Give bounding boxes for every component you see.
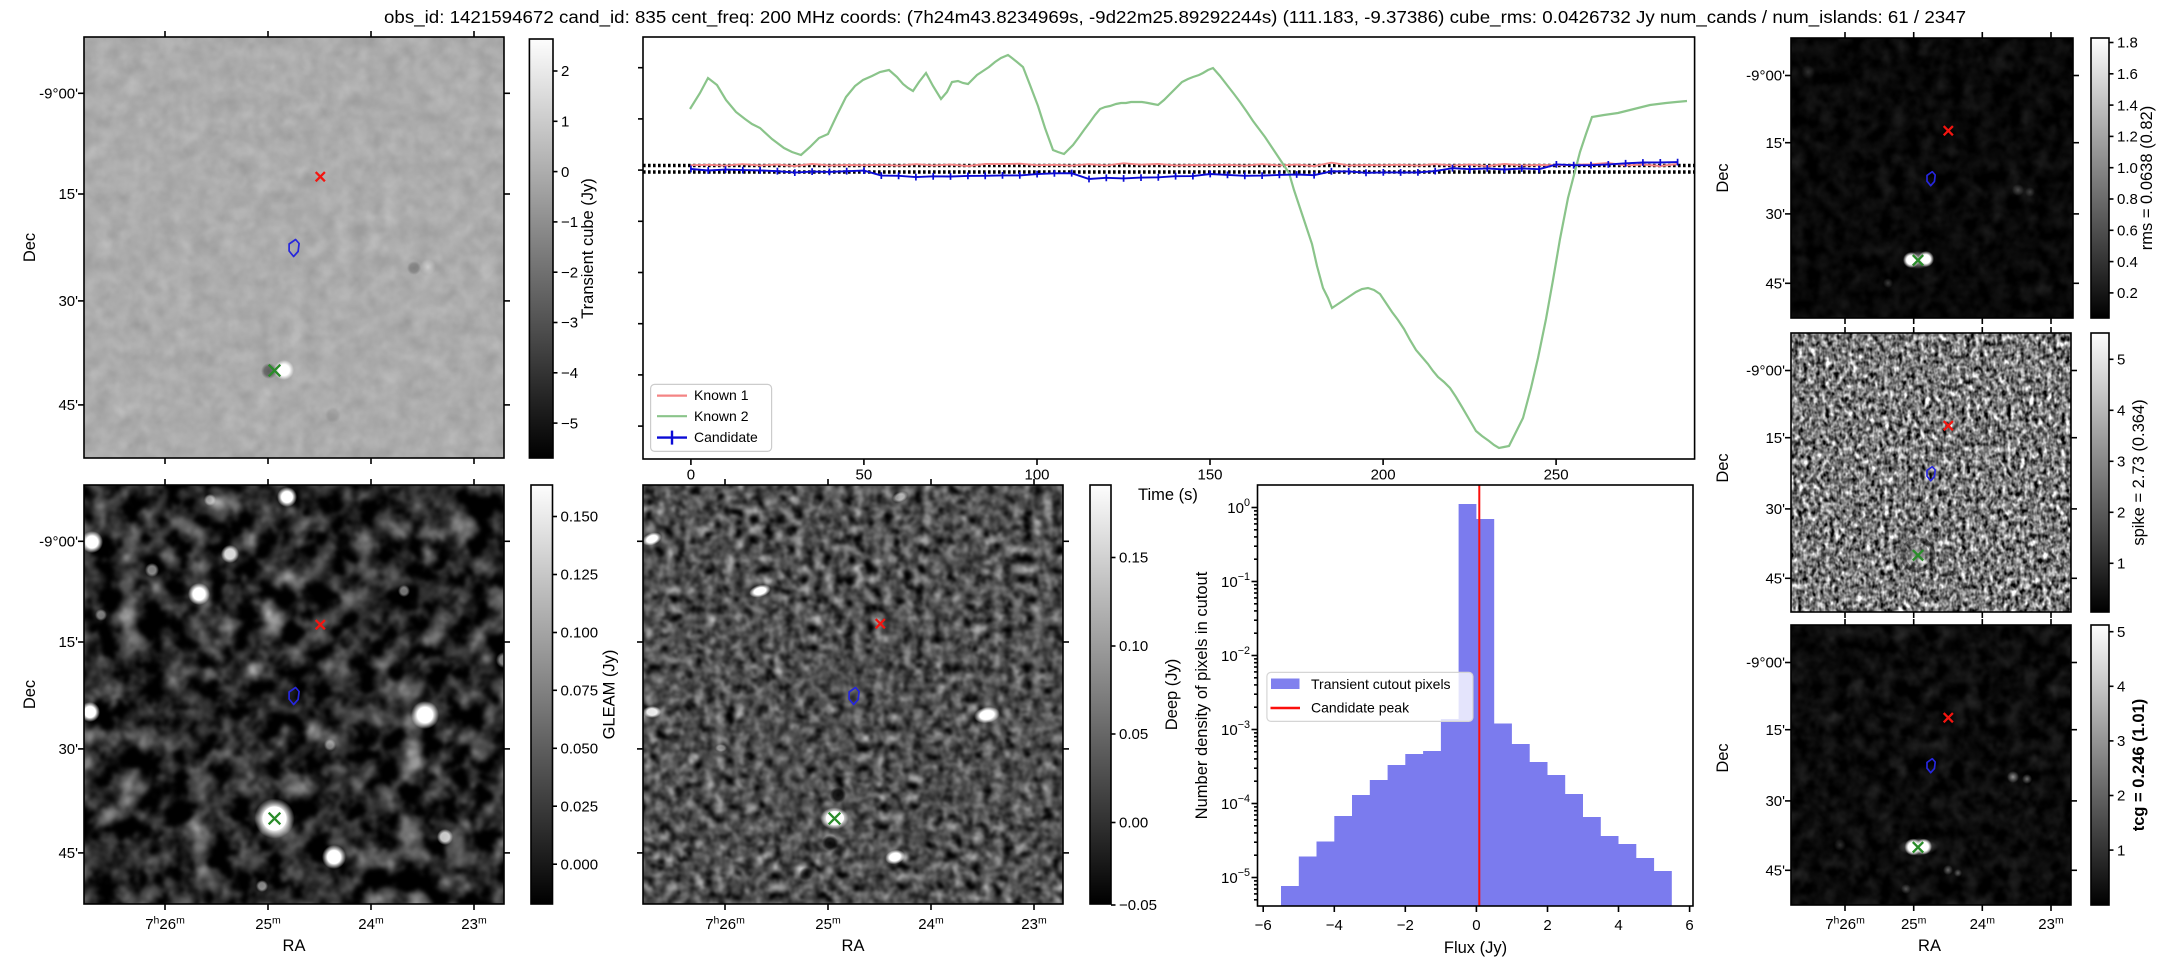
svg-text:0: 0 <box>1472 917 1480 934</box>
svg-text:250: 250 <box>1544 467 1569 484</box>
svg-text:4: 4 <box>2117 679 2125 696</box>
svg-text:0: 0 <box>687 467 695 484</box>
svg-text:Candidate peak: Candidate peak <box>1311 700 1410 716</box>
svg-text:Transient cube (Jy): Transient cube (Jy) <box>579 178 597 319</box>
svg-text:-9°00': -9°00' <box>1746 68 1785 85</box>
svg-text:0.6: 0.6 <box>2117 223 2138 240</box>
svg-text:200: 200 <box>1371 467 1396 484</box>
svg-text:1.6: 1.6 <box>2117 66 2138 83</box>
svg-text:Known 2: Known 2 <box>694 408 749 424</box>
svg-text:Dec: Dec <box>1714 453 1732 482</box>
svg-text:−3: −3 <box>561 315 578 332</box>
svg-text:Dec: Dec <box>1714 163 1732 192</box>
svg-text:6: 6 <box>1685 917 1693 934</box>
svg-text:Known 1: Known 1 <box>694 387 749 403</box>
svg-text:4: 4 <box>1614 917 1622 934</box>
svg-text:0.150: 0.150 <box>561 509 599 526</box>
svg-text:30': 30' <box>58 293 78 310</box>
svg-text:30': 30' <box>1765 206 1785 223</box>
svg-text:30': 30' <box>58 741 78 758</box>
svg-text:3: 3 <box>2117 733 2125 750</box>
svg-text:RA: RA <box>842 937 865 955</box>
svg-text:Time (s): Time (s) <box>1138 486 1198 504</box>
svg-text:−2: −2 <box>561 264 578 281</box>
svg-text:0.4: 0.4 <box>2117 254 2138 271</box>
svg-text:0.8: 0.8 <box>2117 191 2138 208</box>
svg-text:45': 45' <box>58 845 78 862</box>
svg-text:15': 15' <box>58 634 78 651</box>
svg-text:1: 1 <box>2117 842 2125 859</box>
svg-text:obs_id: 1421594672 cand_id: 83: obs_id: 1421594672 cand_id: 835 cent_fre… <box>384 7 1966 28</box>
svg-text:Candidate: Candidate <box>694 429 758 445</box>
svg-text:0.025: 0.025 <box>561 798 599 815</box>
svg-text:50: 50 <box>856 467 873 484</box>
svg-text:30': 30' <box>1765 793 1785 810</box>
svg-text:-9°00': -9°00' <box>39 534 78 551</box>
svg-text:−5: −5 <box>561 415 578 432</box>
svg-text:Number density of pixels in cu: Number density of pixels in cutout <box>1193 571 1211 819</box>
svg-text:-9°00': -9°00' <box>1746 363 1785 380</box>
svg-text:2: 2 <box>561 63 569 80</box>
svg-text:rms = 0.0638 (0.82): rms = 0.0638 (0.82) <box>2138 106 2156 250</box>
svg-text:−4: −4 <box>1326 917 1343 934</box>
svg-text:Transient cutout pixels: Transient cutout pixels <box>1311 676 1451 692</box>
svg-text:Deep (Jy): Deep (Jy) <box>1163 659 1181 731</box>
svg-text:0.10: 0.10 <box>1119 638 1148 655</box>
svg-text:1.0: 1.0 <box>2117 160 2138 177</box>
svg-text:GLEAM (Jy): GLEAM (Jy) <box>601 650 619 740</box>
svg-text:spike = 2.73 (0.364): spike = 2.73 (0.364) <box>2130 399 2148 545</box>
svg-text:-9°00': -9°00' <box>1746 655 1785 672</box>
svg-text:RA: RA <box>283 937 306 955</box>
svg-text:15': 15' <box>1765 135 1785 152</box>
svg-text:1.2: 1.2 <box>2117 129 2138 146</box>
svg-text:0.000: 0.000 <box>561 856 599 873</box>
svg-text:5: 5 <box>2117 624 2125 641</box>
svg-text:150: 150 <box>1197 467 1222 484</box>
svg-text:0.100: 0.100 <box>561 625 599 642</box>
svg-text:45': 45' <box>1765 571 1785 588</box>
svg-text:3: 3 <box>2117 454 2125 471</box>
svg-text:0: 0 <box>561 164 569 181</box>
svg-text:45': 45' <box>1765 863 1785 880</box>
svg-text:Dec: Dec <box>21 680 39 709</box>
svg-text:15': 15' <box>58 186 78 203</box>
svg-text:100: 100 <box>1024 467 1049 484</box>
svg-text:1: 1 <box>2117 556 2125 573</box>
svg-text:tcg = 0.246 (1.01): tcg = 0.246 (1.01) <box>2130 699 2148 832</box>
svg-text:Flux (Jy): Flux (Jy) <box>1444 939 1507 957</box>
svg-text:4: 4 <box>2117 403 2125 420</box>
svg-text:1.4: 1.4 <box>2117 97 2138 114</box>
svg-text:1: 1 <box>561 114 569 131</box>
svg-text:0.2: 0.2 <box>2117 285 2138 302</box>
svg-text:−2: −2 <box>1397 917 1414 934</box>
svg-text:2: 2 <box>2117 505 2125 522</box>
svg-text:1.8: 1.8 <box>2117 35 2138 52</box>
svg-text:0.00: 0.00 <box>1119 815 1148 832</box>
svg-text:5: 5 <box>2117 352 2125 369</box>
svg-text:RA: RA <box>1918 937 1941 955</box>
svg-text:0.05: 0.05 <box>1119 726 1148 743</box>
svg-text:15': 15' <box>1765 430 1785 447</box>
svg-text:45': 45' <box>1765 276 1785 293</box>
svg-text:Dec: Dec <box>1714 743 1732 772</box>
svg-text:45': 45' <box>58 397 78 414</box>
svg-text:2: 2 <box>2117 788 2125 805</box>
svg-text:−1: −1 <box>561 214 578 231</box>
svg-text:0.15: 0.15 <box>1119 550 1148 567</box>
svg-text:−4: −4 <box>561 365 578 382</box>
svg-text:-9°00': -9°00' <box>39 86 78 103</box>
svg-text:0.050: 0.050 <box>561 741 599 758</box>
svg-text:0.075: 0.075 <box>561 683 599 700</box>
svg-text:−0.05: −0.05 <box>1119 897 1157 914</box>
svg-text:2: 2 <box>1543 917 1551 934</box>
svg-text:Dec: Dec <box>21 233 39 262</box>
svg-text:0.125: 0.125 <box>561 567 599 584</box>
svg-text:15': 15' <box>1765 722 1785 739</box>
svg-text:−6: −6 <box>1255 917 1272 934</box>
svg-text:30': 30' <box>1765 501 1785 518</box>
